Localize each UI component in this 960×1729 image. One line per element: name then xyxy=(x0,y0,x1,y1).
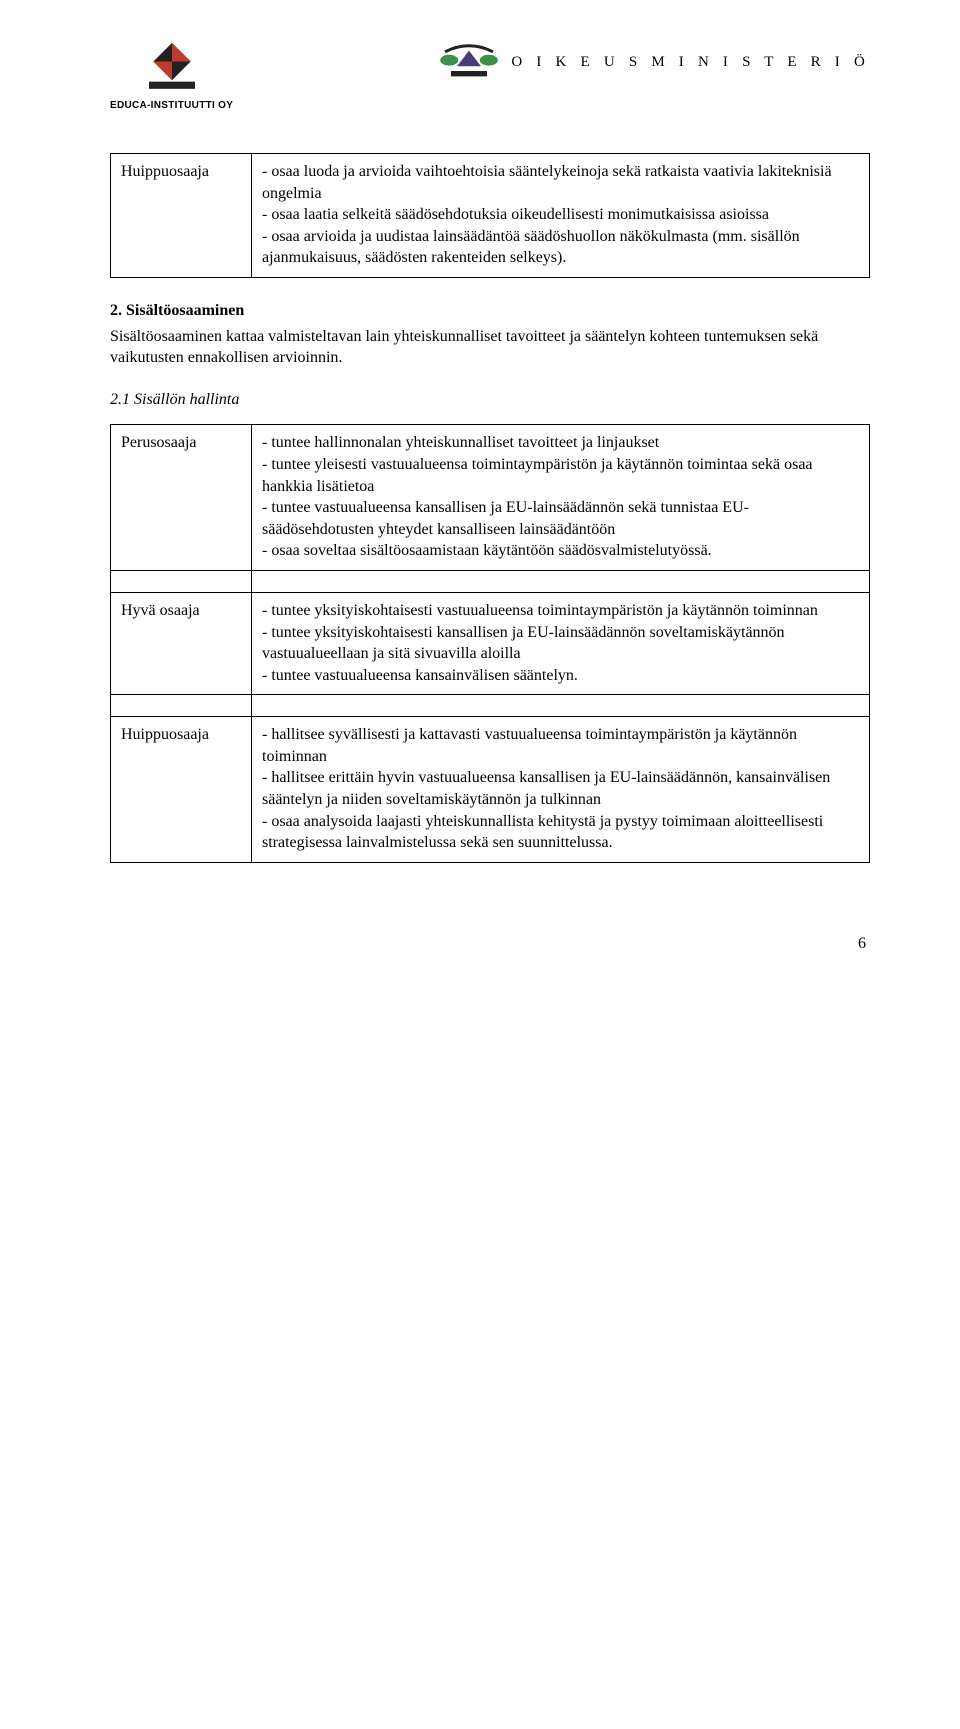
level-body: - osaa luoda ja arvioida vaihtoehtoisia … xyxy=(252,154,870,278)
table-row: Hyvä osaaja - tuntee yksityiskohtaisesti… xyxy=(111,592,870,694)
subsection-title: 2.1 Sisällön hallinta xyxy=(110,389,870,411)
level-label: Hyvä osaaja xyxy=(111,592,252,694)
educa-logo: EDUCA-INSTITUUTTI OY xyxy=(110,40,233,111)
table-row: Huippuosaaja - osaa luoda ja arvioida va… xyxy=(111,154,870,278)
table-row: Huippuosaaja - hallitsee syvällisesti ja… xyxy=(111,717,870,863)
table-spacer xyxy=(111,570,870,592)
table-spacer xyxy=(111,695,870,717)
level-label: Perusosaaja xyxy=(111,425,252,571)
level-body: - tuntee yksityiskohtaisesti vastuualuee… xyxy=(252,592,870,694)
level-body: - tuntee hallinnonalan yhteiskunnalliset… xyxy=(252,425,870,571)
section-text: Sisältöosaaminen kattaa valmisteltavan l… xyxy=(110,326,870,369)
section-title: 2. Sisältöosaaminen xyxy=(110,300,870,322)
page-content: Huippuosaaja - osaa luoda ja arvioida va… xyxy=(110,153,870,954)
educa-logo-text: EDUCA-INSTITUUTTI OY xyxy=(110,100,233,111)
ministry-logo: O I K E U S M I N I S T E R I Ö xyxy=(439,40,870,84)
educa-diamond-icon xyxy=(136,40,208,96)
levels-table: Perusosaaja - tuntee hallinnonalan yhtei… xyxy=(110,424,870,863)
level-label: Huippuosaaja xyxy=(111,717,252,863)
ministry-scales-icon xyxy=(439,40,499,84)
level-label: Huippuosaaja xyxy=(111,154,252,278)
page-header: EDUCA-INSTITUUTTI OY O I K E U S M I N I… xyxy=(110,40,870,111)
page-number: 6 xyxy=(110,933,870,955)
table-row: Perusosaaja - tuntee hallinnonalan yhtei… xyxy=(111,425,870,571)
ministry-logo-text: O I K E U S M I N I S T E R I Ö xyxy=(511,54,870,71)
level-body: - hallitsee syvällisesti ja kattavasti v… xyxy=(252,717,870,863)
top-level-table: Huippuosaaja - osaa luoda ja arvioida va… xyxy=(110,153,870,278)
